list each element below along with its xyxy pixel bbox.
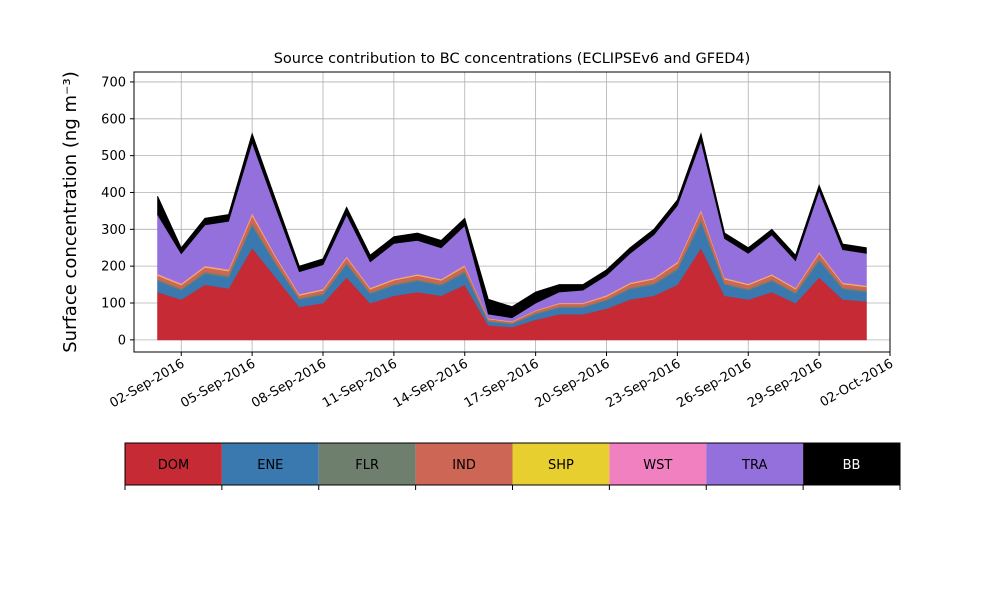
area [157,132,867,319]
legend-label: WST [643,458,672,473]
legend-swatch [803,443,900,485]
x-tick-label: 08-Sep-2016 [249,356,329,411]
y-tick-label: 200 [101,260,126,275]
x-tick-label: 14-Sep-2016 [391,356,471,411]
legend-label: SHP [548,458,574,473]
legend-label: IND [452,458,476,473]
y-tick-label: 100 [101,297,126,312]
x-tick-label: 11-Sep-2016 [320,356,400,411]
legend-swatch [415,443,513,485]
plot-frame [133,71,891,353]
y-tick-label: 300 [101,223,126,238]
y-tick-label: 400 [101,186,126,201]
legend-label: ENE [257,458,283,473]
legend-swatch [609,443,707,485]
x-tick-label: 02-Sep-2016 [107,356,187,411]
legend-swatch [125,443,222,485]
x-tick-label: 26-Sep-2016 [674,356,754,411]
y-tick-label: 500 [101,149,126,164]
legend-label: TRA [741,458,767,473]
legend-swatch [706,443,804,485]
x-tick-label: 02-Oct-2016 [818,356,896,410]
legend-swatch [221,443,319,485]
legend-swatch [318,443,416,485]
y-tick-label: 600 [101,112,126,127]
x-tick-label: 23-Sep-2016 [604,356,684,411]
x-tick-label: 29-Sep-2016 [745,356,825,411]
legend-label: FLR [355,458,379,473]
legend-swatch [512,443,610,485]
x-tick-label: 20-Sep-2016 [533,356,613,411]
legend-label: BB [843,458,861,473]
x-tick-label: 05-Sep-2016 [178,356,258,411]
x-tick-label: 17-Sep-2016 [462,356,542,411]
y-axis-label: Surface concentration (ng m⁻³) [60,71,81,353]
y-tick-label: 700 [101,75,126,90]
y-tick-label: 0 [118,333,126,348]
legend-label: DOM [158,458,189,473]
chart-title: Source contribution to BC concentrations… [274,51,751,67]
